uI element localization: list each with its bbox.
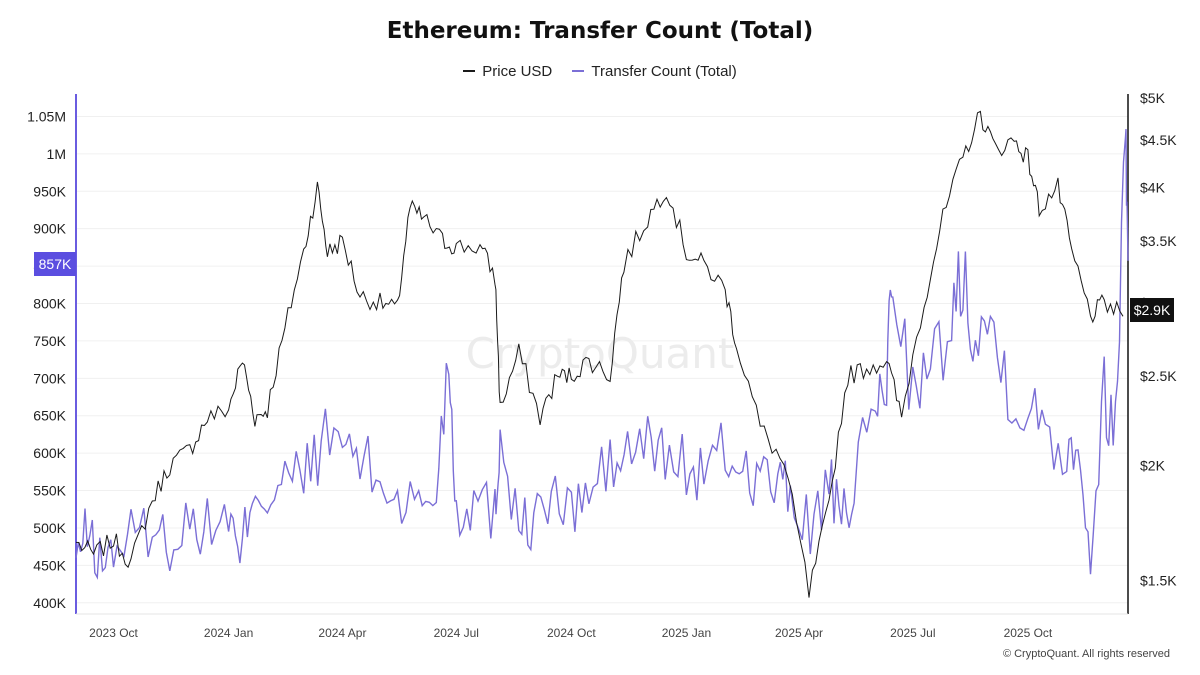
x-tick-label: 2025 Apr: [775, 626, 823, 640]
x-tick-label: 2025 Oct: [1004, 626, 1053, 640]
left-tick-label: 450K: [33, 557, 66, 573]
legend-label-price: Price USD: [482, 62, 553, 80]
left-tick-label: 500K: [33, 520, 66, 536]
series-line-price: [75, 110, 1124, 598]
right-badge-text: $2.9K: [1134, 302, 1171, 318]
legend-swatch-transfers: [572, 70, 585, 72]
legend-item-transfers[interactable]: Transfer Count (Total): [572, 62, 737, 80]
left-tick-label: 400K: [33, 595, 66, 611]
right-last-value-badge: $2.9K: [1130, 298, 1174, 322]
legend-item-price[interactable]: Price USD: [463, 63, 552, 80]
left-tick-label: 700K: [33, 370, 66, 386]
left-last-value-badge: 857K: [34, 252, 76, 276]
left-tick-label: 650K: [33, 408, 66, 424]
x-tick-label: 2024 Jan: [204, 626, 253, 640]
right-tick-label: $5K: [1140, 90, 1166, 106]
series-line-transfer-count: [75, 129, 1129, 580]
right-tick-label: $2.5K: [1140, 368, 1177, 384]
right-axis-ticks: $1.5K$2K$2.5K$3K$3.5K$4K$4.5K$5K: [1140, 90, 1177, 589]
x-tick-label: 2025 Jan: [662, 626, 711, 640]
watermark: CryptoQuant: [466, 329, 735, 378]
x-axis-ticks: 2023 Oct 2024 Jan 2024 Apr 2024 Jul 2024 Oct…: [89, 626, 1053, 640]
left-tick-label: 1M: [47, 146, 66, 162]
copyright-footer: © CryptoQuant. All rights reserved: [1002, 648, 1170, 660]
left-tick-label: 800K: [33, 295, 66, 311]
right-tick-label: $2K: [1140, 457, 1166, 473]
x-tick-label: 2024 Jul: [434, 626, 479, 640]
left-tick-label: 900K: [33, 221, 66, 237]
left-tick-label: 1.05M: [27, 108, 66, 124]
x-tick-label: 2025 Jul: [890, 626, 935, 640]
chart-title: Ethereum: Transfer Count (Total): [386, 18, 814, 44]
left-badge-text: 857K: [39, 256, 72, 272]
left-tick-label: 750K: [33, 333, 66, 349]
right-tick-label: $4.5K: [1140, 132, 1177, 148]
left-axis-ticks: 400K450K500K550K600K650K700K750K800K850K…: [27, 108, 67, 610]
right-tick-label: $1.5K: [1140, 573, 1177, 589]
x-tick-label: 2023 Oct: [89, 626, 138, 640]
legend-label-transfers: Transfer Count (Total): [591, 62, 737, 80]
right-tick-label: $4K: [1140, 179, 1166, 195]
left-tick-label: 950K: [33, 183, 66, 199]
x-tick-label: 2024 Apr: [318, 626, 366, 640]
legend: Price USD Transfer Count (Total): [0, 59, 1200, 80]
left-tick-label: 600K: [33, 445, 66, 461]
grid-lines: [76, 115, 1128, 604]
legend-swatch-price: [463, 70, 476, 72]
left-tick-label: 550K: [33, 483, 66, 499]
x-tick-label: 2024 Oct: [547, 626, 596, 640]
right-tick-label: $3.5K: [1140, 233, 1177, 249]
